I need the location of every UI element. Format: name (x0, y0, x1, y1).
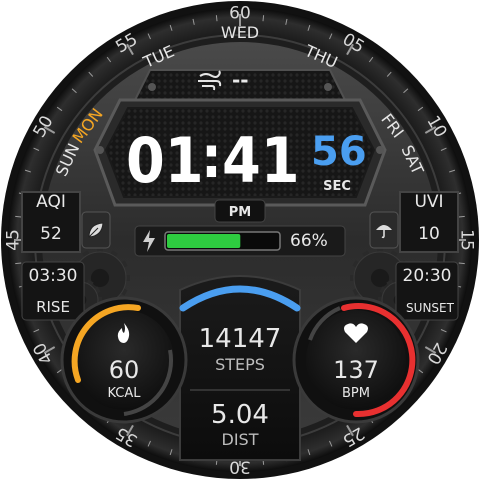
sunset-label: SUNSET (406, 301, 454, 315)
bezel-ticks (14, 14, 466, 466)
flame-icon (114, 322, 134, 344)
aqi-label: AQI (36, 192, 66, 212)
bezel-tick (71, 88, 77, 94)
bezel-tick (346, 424, 354, 437)
sunrise-time: 03:30 (28, 266, 78, 286)
bezel-tick (169, 449, 173, 456)
bezel-tick (440, 147, 447, 151)
bezel-tick (43, 126, 56, 134)
calories-label: KCAL (107, 386, 141, 401)
steps-label: STEPS (215, 355, 265, 374)
bezel-tick (262, 15, 265, 22)
sunrise-label: RISE (36, 298, 70, 316)
bezel-tick (329, 33, 333, 40)
bezel-tick (307, 24, 311, 31)
bezel-tick (56, 368, 63, 374)
bezel-tick (15, 262, 22, 265)
bezel-tick (33, 329, 40, 333)
sunrise-panel (21, 261, 85, 321)
distance-label: DIST (221, 430, 259, 449)
umbrella-icon (374, 220, 394, 240)
time-hours: 01 (126, 124, 204, 197)
uvi-label: UVI (414, 192, 444, 212)
bezel-tick (329, 440, 333, 447)
bezel-tick (458, 215, 465, 218)
bezel-tick (56, 106, 63, 112)
sunset-time: 20:30 (402, 266, 452, 286)
time-seconds: 56 (311, 129, 367, 175)
bezel-tick (33, 147, 40, 151)
bezel-tick (417, 106, 424, 112)
bezel-tick (307, 449, 311, 456)
bezel-tick (440, 329, 447, 333)
center-panel (179, 275, 301, 461)
time-colon: : (201, 123, 222, 191)
bezel-tick (15, 215, 22, 218)
heart-label: BPM (342, 386, 370, 401)
bezel-number: 30 (229, 456, 251, 477)
bezel-number: 45 (3, 229, 24, 251)
lightning-icon (140, 229, 158, 253)
battery-bar-fill (167, 234, 241, 248)
steps-value: 14147 (198, 324, 282, 354)
bezel-tick (126, 424, 134, 437)
calories-value: 60 (108, 356, 140, 384)
uvi-panel (399, 191, 459, 253)
weather-icon (196, 68, 224, 92)
bezel-tick (386, 71, 392, 77)
steps-arc (179, 285, 301, 312)
distance-value: 5.04 (211, 400, 269, 430)
day-wed: WED (220, 23, 260, 42)
calories-arc (71, 304, 141, 383)
bezel-tick (106, 56, 112, 63)
bezel-tick (424, 346, 437, 354)
bezel-tick (458, 262, 465, 265)
heart-value: 137 (333, 356, 379, 384)
bezel-number: 60 (229, 3, 251, 24)
heart-icon (343, 322, 369, 344)
bezel-tick (215, 15, 218, 22)
bezel-tick (285, 18, 288, 25)
bezel-tick (368, 56, 374, 63)
seconds-label: SEC (323, 179, 351, 194)
time-panel (104, 107, 376, 198)
leaf-icon (86, 220, 106, 240)
aqi-panel (21, 191, 81, 253)
weather-value: -- (232, 68, 249, 92)
bezel-tick (126, 43, 134, 56)
sunset-panel (395, 261, 459, 321)
ampm-indicator: PM (228, 205, 252, 220)
bezel-tick (424, 126, 437, 134)
bezel-number: 15 (456, 229, 477, 251)
bezel-tick (43, 346, 56, 354)
uvi-value: 10 (418, 224, 440, 244)
bezel-tick (346, 43, 354, 56)
heart-arc (341, 303, 416, 418)
time-minutes: 41 (222, 124, 300, 197)
aqi-value: 52 (40, 224, 62, 244)
bezel-tick (403, 88, 409, 94)
bezel-tick (449, 169, 456, 173)
bezel-tick (417, 368, 424, 374)
bezel-tick (88, 71, 94, 77)
bezel-tick (169, 24, 173, 31)
battery-percent: 66% (290, 231, 328, 251)
bezel-tick (24, 169, 31, 173)
bezel-tick (147, 440, 151, 447)
bezel-tick (147, 33, 151, 40)
bezel-tick (192, 18, 195, 25)
